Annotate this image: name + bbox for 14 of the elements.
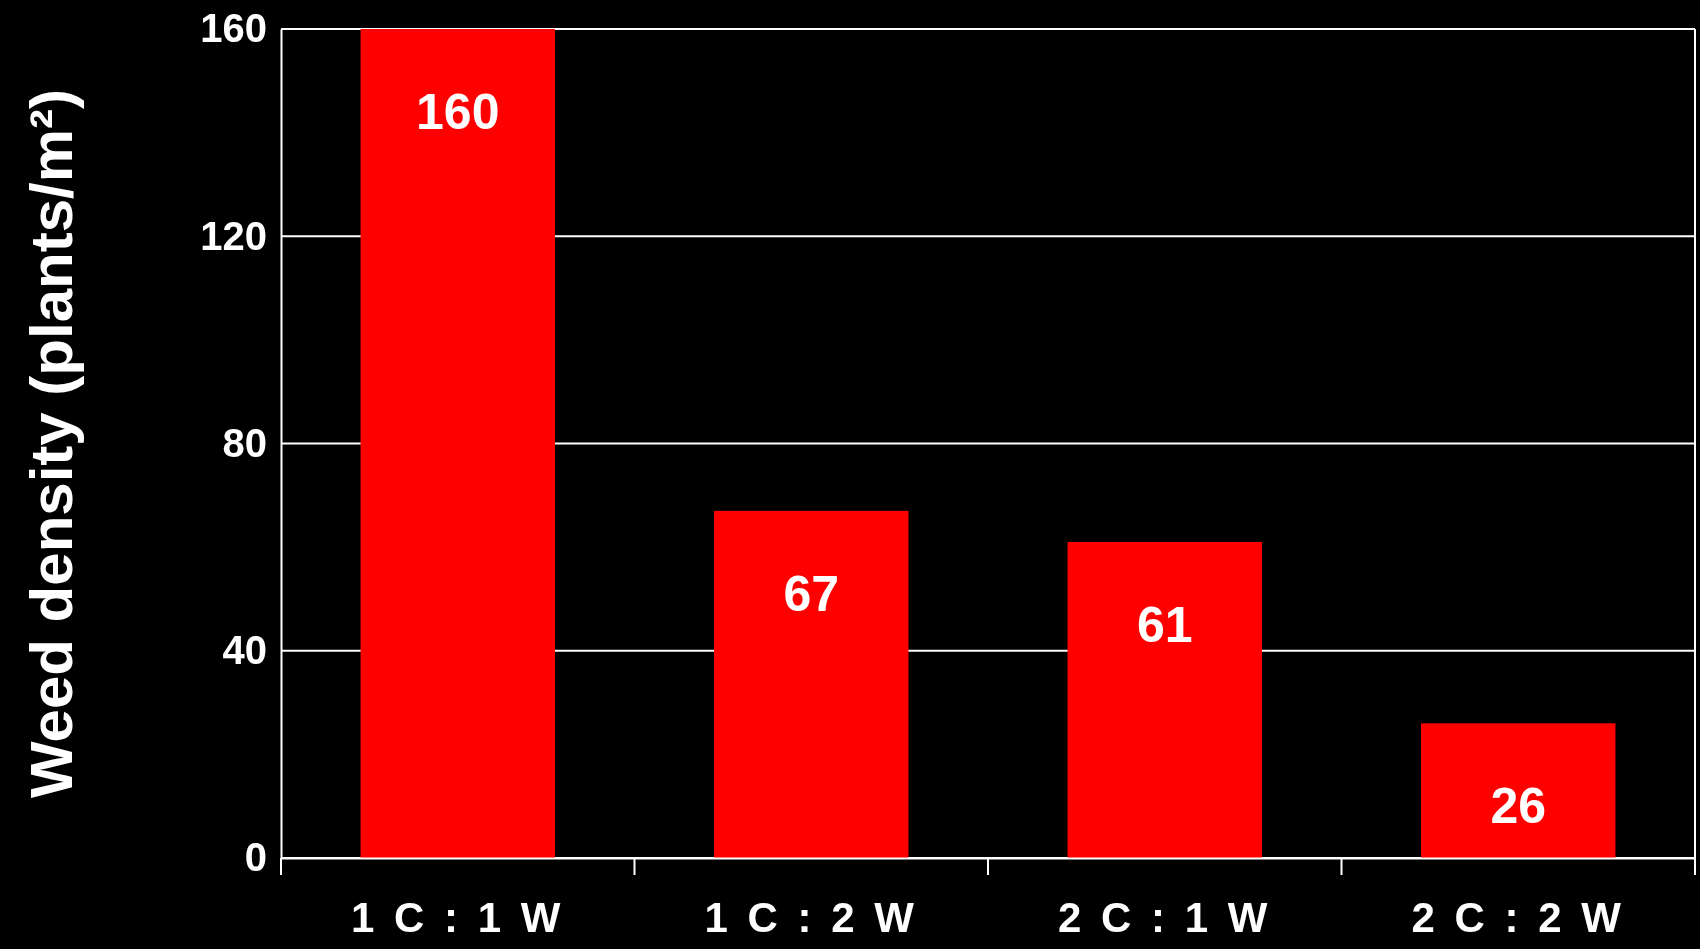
data-label: 67: [783, 565, 840, 622]
x-tick-label: 1 C : 1 W: [351, 893, 565, 941]
data-label: 26: [1490, 778, 1547, 835]
y-tick-label: 0: [244, 835, 267, 880]
y-tick-label: 40: [222, 628, 267, 673]
data-label: 160: [416, 84, 500, 140]
x-tick-label: 2 C : 1 W: [1058, 893, 1272, 941]
y-tick-label: 160: [200, 6, 267, 51]
y-tick-label: 80: [222, 420, 267, 465]
y-tick-label: 120: [200, 213, 267, 258]
data-label: 61: [1136, 596, 1193, 653]
x-tick-label: 1 C : 2 W: [704, 893, 918, 941]
y-axis-title: Weed density (plants/m²): [18, 89, 85, 798]
x-tick-label: 2 C : 2 W: [1411, 893, 1625, 941]
